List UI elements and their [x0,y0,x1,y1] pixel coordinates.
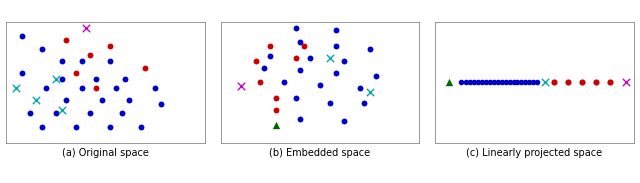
Point [91,77,101,80]
X-axis label: (b) Embedded space: (b) Embedded space [269,148,371,158]
Point [61,99,71,102]
Point [61,39,71,42]
Point [540,81,550,84]
Point [484,81,495,84]
Point [621,81,631,84]
Point [461,81,471,84]
Point [57,77,67,80]
Point [358,101,369,104]
Point [591,81,601,84]
X-axis label: (a) Original space: (a) Original space [62,148,149,158]
Point [25,111,35,114]
Point [104,59,115,62]
Point [339,119,349,122]
Point [331,29,341,32]
Point [116,111,127,114]
Point [371,75,381,78]
Point [315,83,325,86]
Point [259,66,269,69]
Point [516,81,527,84]
Point [37,47,47,50]
Point [71,126,81,128]
Point [81,27,91,29]
Point [295,117,305,120]
Point [291,57,301,60]
Point [57,59,67,62]
Point [577,81,587,84]
Point [365,47,375,50]
Point [279,81,289,84]
Point [271,123,282,126]
Point [17,71,28,74]
Point [71,71,81,74]
Point [520,81,531,84]
Point [331,45,341,48]
Point [97,99,107,102]
Point [150,87,161,90]
Point [271,109,282,112]
Point [331,71,341,74]
Point [468,81,479,84]
Point [84,53,95,56]
Point [500,81,511,84]
Point [493,81,503,84]
Point [104,45,115,48]
X-axis label: (c) Linearly projected space: (c) Linearly projected space [467,148,602,158]
Point [12,87,22,90]
Point [37,126,47,128]
Point [124,99,134,102]
Point [444,81,454,84]
Point [84,111,95,114]
Point [563,81,573,84]
Point [136,126,147,128]
Point [236,85,246,87]
Point [291,27,301,29]
Point [91,87,101,90]
Point [488,81,499,84]
Point [31,99,42,102]
Point [111,87,121,90]
Point [508,81,518,84]
Point [156,103,166,106]
Point [299,45,309,48]
Point [17,35,28,38]
Point [295,69,305,72]
Point [365,91,375,94]
Point [325,57,335,60]
Point [465,81,475,84]
Point [271,97,282,100]
Point [41,87,51,90]
Point [497,81,507,84]
Point [456,81,466,84]
Point [120,77,131,80]
Point [265,54,275,57]
Point [265,45,275,48]
Point [325,101,335,104]
Point [605,81,615,84]
Point [477,81,487,84]
Point [355,87,365,90]
Point [51,77,61,80]
Point [513,81,523,84]
Point [57,109,67,112]
Point [528,81,538,84]
Point [532,81,543,84]
Point [305,57,315,60]
Point [549,81,559,84]
Point [140,66,150,69]
Point [104,126,115,128]
Point [77,59,87,62]
Point [77,87,87,90]
Point [524,81,534,84]
Point [473,81,483,84]
Point [295,41,305,44]
Point [481,81,491,84]
Point [51,111,61,114]
Point [255,81,266,84]
Point [504,81,515,84]
Point [339,59,349,62]
Point [252,59,262,62]
Point [291,97,301,100]
